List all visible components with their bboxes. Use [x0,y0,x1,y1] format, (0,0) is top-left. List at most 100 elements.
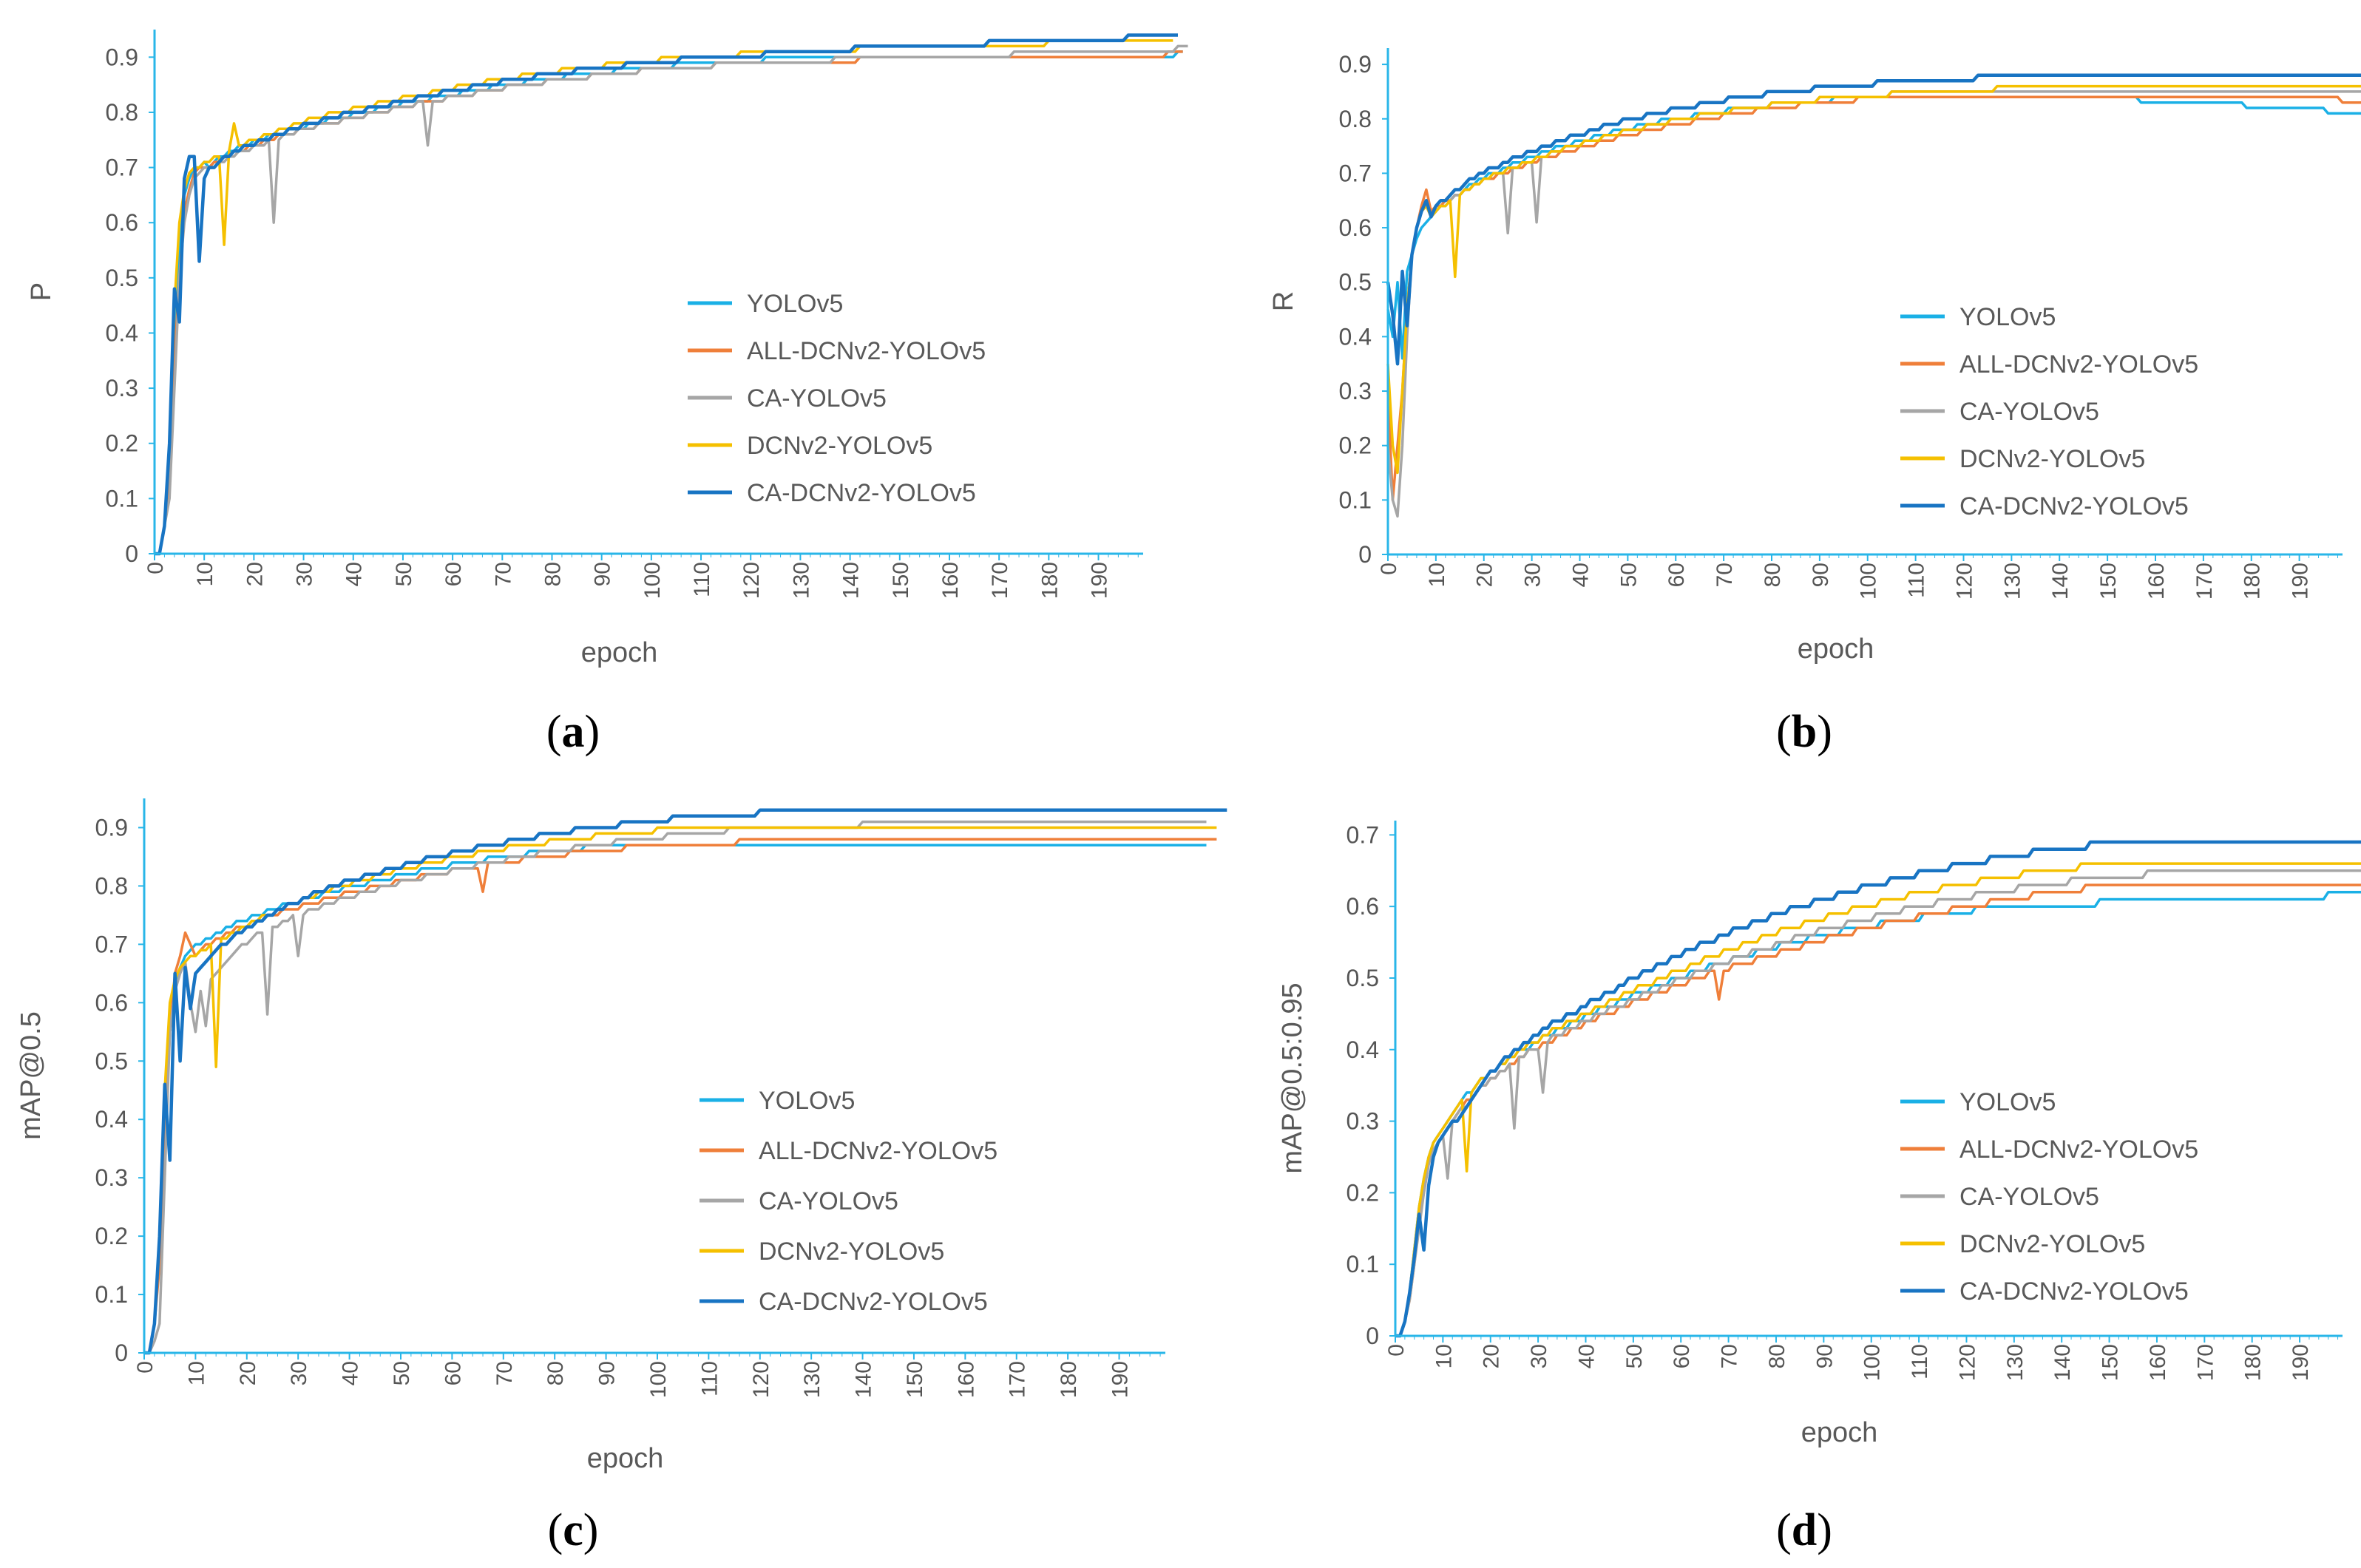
series-line-dcnv2-yolov5 [144,826,1217,1354]
y-tick-label: 0.1 [95,1281,128,1308]
x-tick-label: 170 [988,562,1012,599]
y-tick-label: 0.3 [1339,378,1372,404]
y-tick-label: 0.3 [106,375,138,401]
series-line-dcnv2-yolov5 [1395,862,2361,1337]
x-tick-label: 50 [392,562,416,586]
x-tick-label: 180 [1037,562,1062,599]
x-tick-label: 120 [1955,1344,1979,1381]
panel-caption: (c) [548,1505,599,1555]
x-tick-label: 150 [2096,563,2121,600]
x-tick-label: 30 [1521,563,1545,587]
x-tick-label: 130 [800,1361,824,1398]
series-line-yolov5 [155,50,1183,555]
x-tick-label: 30 [293,562,317,586]
y-tick-label: 0.7 [95,931,128,957]
caption-letter: b [1792,707,1817,757]
y-axis-label: mAP@0.5:0.95 [1277,982,1308,1173]
x-tick-label: 30 [1527,1344,1551,1368]
x-tick-label: 70 [1713,563,1737,587]
series-line-all-dcnv2-yolov5 [144,838,1217,1354]
x-tick-label: 50 [390,1361,414,1385]
y-tick-label: 0.4 [95,1106,128,1133]
x-tick-label: 20 [243,562,267,586]
x-tick-label: 10 [1425,563,1449,587]
series-line-all-dcnv2-yolov5 [1395,883,2361,1337]
legend-label: CA-DCNv2-YOLOv5 [747,479,976,507]
x-tick-label: 0 [1384,1344,1409,1357]
legend-label: CA-DCNv2-YOLOv5 [759,1288,988,1316]
x-tick-label: 40 [1574,1344,1599,1368]
x-tick-label: 120 [1952,563,1976,600]
series-line-ca-dcnv2-yolov5 [155,33,1178,556]
series-line-dcnv2-yolov5 [1386,84,2361,475]
x-tick-label: 150 [903,1361,927,1398]
series-line-ca-yolov5 [1386,90,2361,518]
y-tick-label: 0.5 [1339,269,1372,296]
x-tick-label: 130 [2000,563,2025,600]
panel-c: 0 0.1 0.2 0.3 0.4 0.5 0.6 0.7 0.8 0.9 0 10 20 30 40 50 6… [16,798,1227,1555]
y-tick-label: 0.1 [1347,1251,1379,1277]
x-tick-label: 60 [441,562,466,586]
series-line-all-dcnv2-yolov5 [155,50,1183,555]
y-tick-label: 0.7 [1347,821,1379,848]
panel-b: 0 0.1 0.2 0.3 0.4 0.5 0.6 0.7 0.8 0.9 0 10 20 30 40 50 6… [1268,48,2361,757]
x-tick-label: 40 [342,562,367,586]
x-axis-label: epoch [1798,634,1874,665]
x-tick-label: 70 [1718,1344,1742,1368]
x-tick-label: 170 [2193,1344,2218,1381]
x-axis-label: epoch [587,1443,664,1474]
y-tick-label: 0.6 [106,209,138,236]
x-tick-label: 10 [1432,1344,1456,1368]
y-tick-label: 0.2 [106,430,138,457]
x-tick-label: 80 [1765,1344,1789,1368]
series-line-yolov5 [1395,891,2361,1337]
legend-label: YOLOv5 [747,290,843,318]
legend: YOLOv5 ALL-DCNv2-YOLOv5 CA-YOLOv5 DCNv2-YOL… [688,290,986,507]
x-tick-label: 150 [2099,1344,2123,1381]
series-line-ca-yolov5 [1395,869,2361,1337]
y-tick-label: 0.8 [95,872,128,899]
y-tick-label: 0.1 [1339,486,1372,513]
legend-label: DCNv2-YOLOv5 [1959,445,2145,473]
x-tick-label: 40 [339,1361,363,1385]
x-tick-label: 160 [954,1361,978,1398]
legend: YOLOv5 ALL-DCNv2-YOLOv5 CA-YOLOv5 DCNv2-YOL… [1900,303,2198,520]
x-tick-label: 180 [2240,563,2265,600]
x-tick-label: 120 [739,562,764,599]
x-tick-label: 0 [133,1361,157,1374]
x-tick-label: 150 [889,562,913,599]
y-axis-label: P [26,282,57,301]
y-tick-label: 0.9 [106,44,138,70]
x-tick-label: 0 [143,562,168,574]
x-tick-label: 90 [1809,563,1833,587]
legend: YOLOv5 ALL-DCNv2-YOLOv5 CA-YOLOv5 DCNv2-YOL… [1900,1088,2198,1306]
y-tick-label: 0 [1358,541,1372,568]
y-tick-label: 0.5 [1347,965,1379,991]
series-line-ca-yolov5 [155,44,1188,555]
series-line-yolov5 [1386,95,2361,360]
x-tick-label: 190 [1108,1361,1133,1398]
x-tick-label: 60 [1664,563,1689,587]
x-tick-label: 60 [441,1361,465,1385]
y-tick-label: 0 [1366,1323,1379,1349]
series-line-ca-dcnv2-yolov5 [1395,840,2361,1338]
x-tick-label: 80 [543,1361,568,1385]
y-tick-label: 0.6 [1339,214,1372,241]
x-tick-label: 70 [492,1361,517,1385]
legend-label: ALL-DCNv2-YOLOv5 [747,337,986,365]
legend-label: CA-YOLOv5 [747,384,887,413]
series-line-ca-dcnv2-yolov5 [1386,73,2361,366]
x-tick-label: 20 [236,1361,260,1385]
legend-label: CA-YOLOv5 [1959,398,2099,426]
x-tick-label: 90 [595,1361,620,1385]
y-tick-label: 0.3 [95,1164,128,1191]
y-axis-label: mAP@0.5 [16,1011,47,1140]
legend-label: DCNv2-YOLOv5 [1959,1230,2145,1258]
x-tick-label: 180 [1057,1361,1081,1398]
x-tick-label: 190 [1088,562,1112,599]
y-tick-label: 0.5 [106,265,138,291]
y-tick-label: 0.7 [1339,160,1372,186]
panel-caption: (a) [546,707,600,757]
x-tick-label: 70 [491,562,515,586]
y-tick-label: 0.2 [95,1223,128,1249]
